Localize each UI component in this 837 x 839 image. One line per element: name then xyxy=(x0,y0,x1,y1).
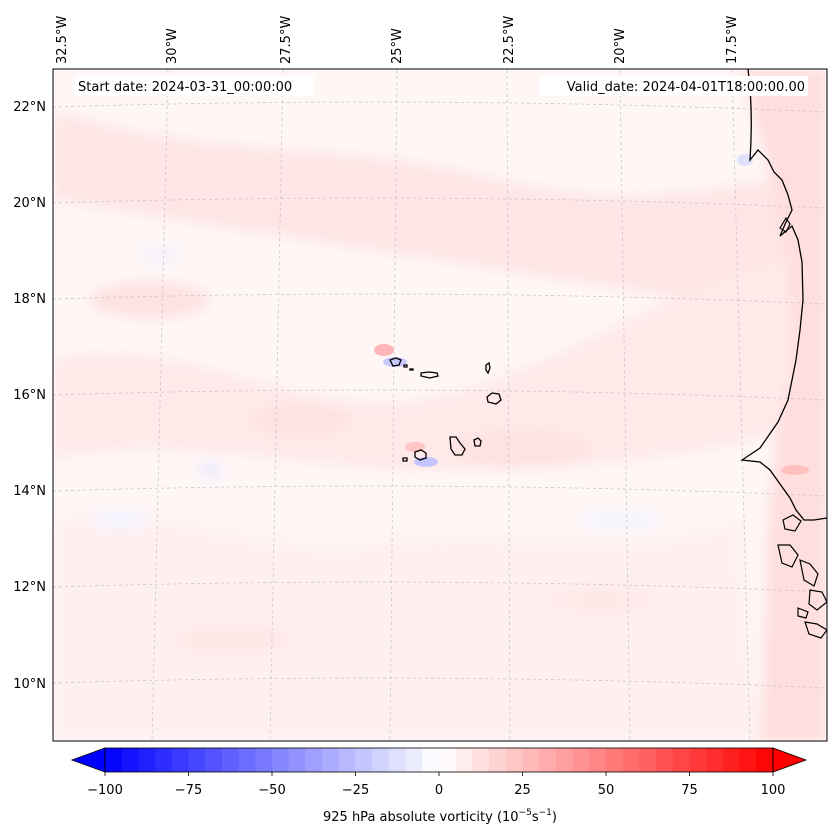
colorbar-cell xyxy=(272,748,290,772)
colorbar-tick-label: 0 xyxy=(435,783,443,798)
longitude-gridlines xyxy=(53,69,751,741)
colorbar-tick-label: 50 xyxy=(598,783,615,798)
colorbar-cell xyxy=(288,748,306,772)
colorbar-cell xyxy=(305,748,323,772)
african-coastline xyxy=(740,69,827,521)
colorbar-cell xyxy=(489,748,507,772)
colorbar-tick-label: −50 xyxy=(258,783,285,798)
latitude-label: 14°N xyxy=(13,484,46,499)
colorbar-tick-label: 100 xyxy=(761,783,786,798)
latitude-label: 12°N xyxy=(13,580,46,595)
colorbar-cell xyxy=(105,748,123,772)
positive-vorticity-patch xyxy=(781,465,809,475)
colorbar-cell xyxy=(572,748,590,772)
longitude-label: 32.5°W xyxy=(55,16,70,64)
negative-vorticity-patch xyxy=(737,154,753,166)
colorbar-cell xyxy=(722,748,740,772)
colorbar-tick-label: −25 xyxy=(342,783,369,798)
colorbar-cell xyxy=(505,748,523,772)
colorbar-cell xyxy=(606,748,624,772)
cape-verde-islands xyxy=(389,357,502,462)
colorbar-cell xyxy=(355,748,373,772)
latitude-labels: 22°N 20°N 18°N 16°N 14°N 12°N 10°N xyxy=(13,100,46,692)
colorbar-high-extension xyxy=(772,747,808,773)
colorbar-cell xyxy=(171,748,189,772)
colorbar-cell xyxy=(672,748,690,772)
latitude-gridlines xyxy=(53,101,827,689)
colorbar-cell xyxy=(756,748,774,772)
colorbar-cell xyxy=(439,748,457,772)
longitude-label: 17.5°W xyxy=(725,16,740,64)
colorbar-title-end: ) xyxy=(552,810,557,825)
positive-vorticity-patch xyxy=(405,442,425,452)
valid-date-label: Valid_date: 2024-04-01T18:00:00.00 xyxy=(567,80,805,95)
start-date-label: Start date: 2024-03-31_00:00:00 xyxy=(78,80,292,95)
colorbar-cell xyxy=(739,748,757,772)
colorbar-cell xyxy=(188,748,206,772)
positive-vorticity-patch xyxy=(374,344,394,356)
colorbar-cell xyxy=(422,748,440,772)
colorbar-cell xyxy=(555,748,573,772)
colorbar-cell xyxy=(706,748,724,772)
latitude-label: 10°N xyxy=(13,677,46,692)
colorbar-title-text: 925 hPa absolute vorticity (10 xyxy=(323,810,519,825)
colorbar-cell xyxy=(121,748,139,772)
colorbar-cell xyxy=(138,748,156,772)
longitude-labels: 32.5°W 30°W 27.5°W 25°W 22.5°W 20°W 17.5… xyxy=(55,16,740,64)
colorbar-cell xyxy=(522,748,540,772)
colorbar-cell xyxy=(238,748,256,772)
colorbar-cell xyxy=(338,748,356,772)
colorbar: −100 −75 −50 −25 0 25 50 75 100 925 hPa … xyxy=(70,747,808,825)
colorbar-cells xyxy=(105,748,774,772)
colorbar-cell xyxy=(689,748,707,772)
latitude-label: 20°N xyxy=(13,196,46,211)
longitude-label: 30°W xyxy=(165,28,180,64)
colorbar-cell xyxy=(388,748,406,772)
african-coastline xyxy=(777,216,827,639)
colorbar-tick-label: −100 xyxy=(87,783,123,798)
colorbar-cell xyxy=(455,748,473,772)
colorbar-title-exp2: −1 xyxy=(539,808,552,818)
latitude-label: 18°N xyxy=(13,292,46,307)
colorbar-cell xyxy=(589,748,607,772)
colorbar-cell xyxy=(221,748,239,772)
colorbar-cell xyxy=(372,748,390,772)
colorbar-cell xyxy=(539,748,557,772)
colorbar-cell xyxy=(155,748,173,772)
colorbar-cell xyxy=(405,748,423,772)
colorbar-title-mid: s xyxy=(532,810,539,825)
colorbar-cell xyxy=(255,748,273,772)
longitude-label: 20°W xyxy=(613,28,628,64)
colorbar-tick-label: 25 xyxy=(514,783,531,798)
colorbar-cell xyxy=(472,748,490,772)
colorbar-cell xyxy=(205,748,223,772)
longitude-label: 25°W xyxy=(390,28,405,64)
colorbar-cell xyxy=(639,748,657,772)
latitude-label: 22°N xyxy=(13,100,46,115)
map-frame xyxy=(52,68,828,742)
colorbar-cell xyxy=(322,748,340,772)
valid-date-background xyxy=(540,76,808,96)
colorbar-title: 925 hPa absolute vorticity (10−5s−1) xyxy=(323,808,557,825)
latitude-label: 16°N xyxy=(13,388,46,403)
colorbar-title-exp1: −5 xyxy=(519,808,532,818)
colorbar-tick-label: 75 xyxy=(681,783,698,798)
colorbar-tick-label: −75 xyxy=(175,783,202,798)
colorbar-low-extension xyxy=(70,747,106,773)
colorbar-cell xyxy=(656,748,674,772)
colorbar-ticks: −100 −75 −50 −25 0 25 50 75 100 xyxy=(87,783,785,798)
colorbar-cell xyxy=(622,748,640,772)
longitude-label: 27.5°W xyxy=(279,16,294,64)
start-date-background xyxy=(74,76,314,96)
vorticity-field-patterns xyxy=(53,69,827,741)
longitude-label: 22.5°W xyxy=(502,16,517,64)
